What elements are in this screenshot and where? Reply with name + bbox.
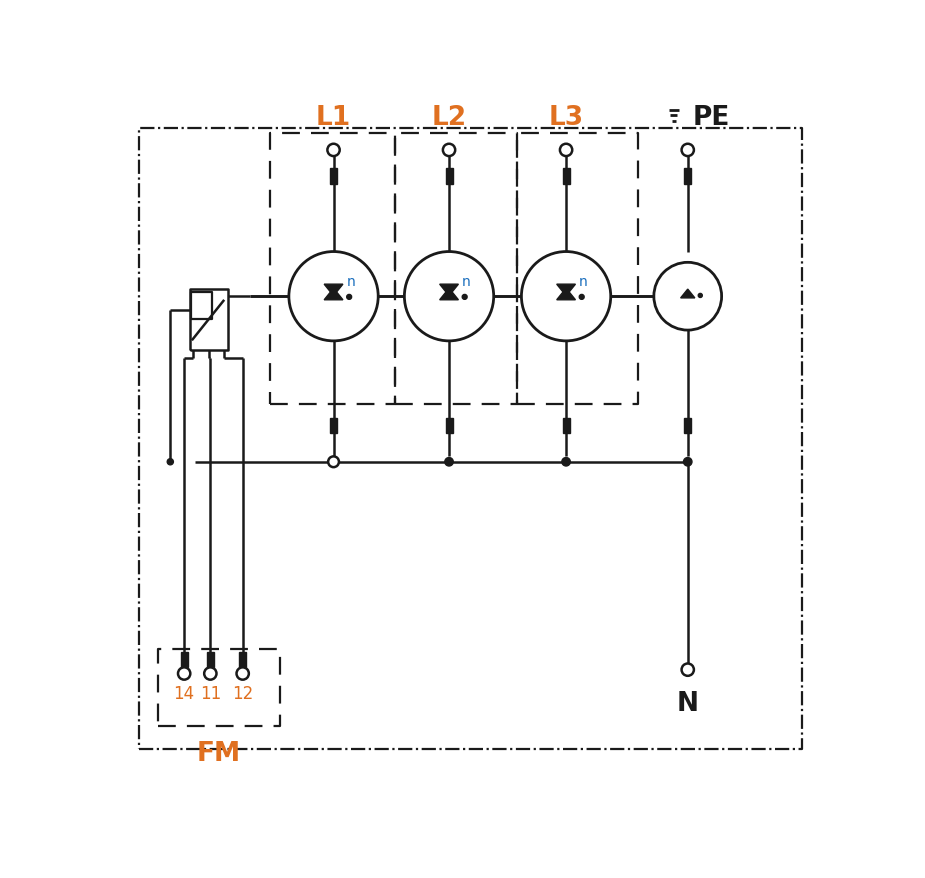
Text: n: n bbox=[462, 275, 471, 289]
Bar bbox=[330, 419, 337, 434]
Circle shape bbox=[443, 145, 455, 157]
Text: 14: 14 bbox=[174, 684, 195, 702]
Bar bbox=[684, 169, 691, 184]
Circle shape bbox=[561, 458, 571, 466]
Circle shape bbox=[327, 145, 339, 157]
Polygon shape bbox=[324, 284, 343, 297]
Bar bbox=[446, 169, 452, 184]
Bar bbox=[446, 419, 452, 434]
Polygon shape bbox=[681, 290, 695, 299]
Bar bbox=[562, 419, 570, 434]
Bar bbox=[207, 652, 214, 667]
Circle shape bbox=[522, 252, 610, 342]
Circle shape bbox=[560, 145, 573, 157]
Bar bbox=[330, 169, 337, 184]
Circle shape bbox=[682, 145, 694, 157]
Circle shape bbox=[167, 459, 173, 465]
Polygon shape bbox=[439, 284, 459, 297]
Text: PE: PE bbox=[692, 104, 730, 131]
Circle shape bbox=[684, 458, 692, 466]
Circle shape bbox=[237, 667, 249, 680]
Text: n: n bbox=[347, 275, 355, 289]
Circle shape bbox=[204, 667, 216, 680]
Circle shape bbox=[347, 295, 352, 300]
Bar bbox=[684, 419, 691, 434]
Polygon shape bbox=[557, 284, 575, 297]
Circle shape bbox=[579, 295, 585, 300]
Circle shape bbox=[289, 252, 378, 342]
Bar bbox=[180, 652, 188, 667]
Circle shape bbox=[654, 263, 722, 331]
Circle shape bbox=[445, 458, 453, 466]
Circle shape bbox=[682, 664, 694, 676]
Polygon shape bbox=[324, 289, 343, 300]
Text: L2: L2 bbox=[431, 104, 466, 131]
Circle shape bbox=[462, 295, 467, 300]
Text: L3: L3 bbox=[549, 104, 584, 131]
Bar bbox=[240, 652, 246, 667]
Text: 12: 12 bbox=[232, 684, 253, 702]
Text: n: n bbox=[579, 275, 587, 289]
Text: 11: 11 bbox=[200, 684, 221, 702]
Circle shape bbox=[404, 252, 494, 342]
Text: FM: FM bbox=[197, 740, 241, 766]
Polygon shape bbox=[557, 289, 575, 300]
Polygon shape bbox=[439, 289, 459, 300]
Text: L1: L1 bbox=[316, 104, 352, 131]
Text: N: N bbox=[677, 690, 698, 716]
Circle shape bbox=[328, 457, 339, 468]
Circle shape bbox=[698, 294, 702, 299]
Circle shape bbox=[178, 667, 191, 680]
Bar bbox=[562, 169, 570, 184]
